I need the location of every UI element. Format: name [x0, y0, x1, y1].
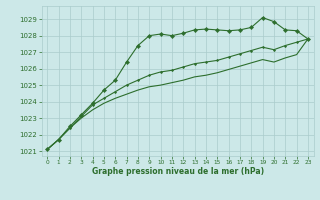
X-axis label: Graphe pression niveau de la mer (hPa): Graphe pression niveau de la mer (hPa): [92, 167, 264, 176]
